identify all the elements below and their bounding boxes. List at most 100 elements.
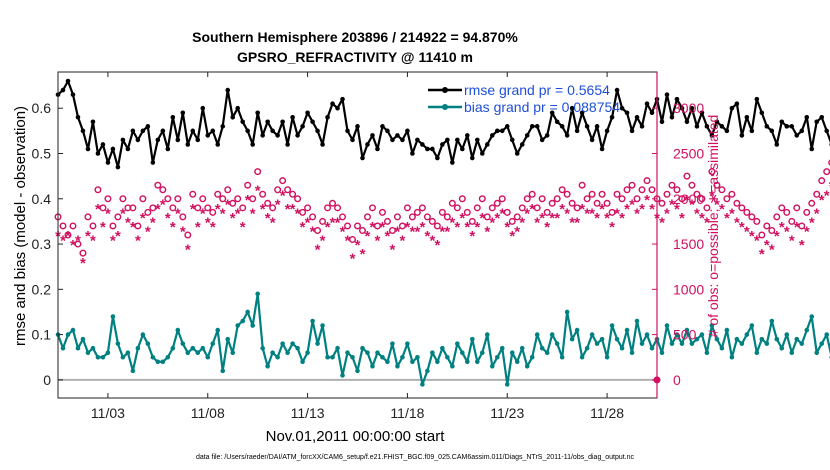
point-rmse [250,142,255,147]
point-possible [415,210,421,216]
point-bias [390,341,395,346]
point-bias [415,355,420,360]
point-bias [745,332,750,337]
point-possible [749,214,755,220]
point-bias [750,323,755,328]
point-bias [735,337,740,342]
point-bias [61,346,66,351]
point-rmse [166,147,171,152]
point-rmse [460,147,465,152]
point-possible [539,196,545,202]
point-rmse [485,142,490,147]
point-bias [255,292,260,297]
point-bias [540,346,545,351]
point-bias [195,350,200,355]
point-bias [116,341,121,346]
y-tick-label-left: 0.4 [32,191,52,207]
point-rmse [480,151,485,156]
point-possible [430,219,436,225]
point-assimilated: * [210,219,216,236]
point-bias [136,346,141,351]
point-bias [146,341,151,346]
point-rmse [535,124,540,129]
point-possible [529,191,535,197]
point-possible [649,187,655,193]
point-bias [470,337,475,342]
point-assimilated: * [180,223,186,240]
point-bias [510,350,515,355]
point-bias [200,346,205,351]
point-possible [185,232,191,238]
point-rmse [205,133,210,138]
point-rmse [465,133,470,138]
point-rmse [185,142,190,147]
point-assimilated: * [310,223,316,240]
point-possible [564,191,570,197]
point-possible [569,201,575,207]
point-possible [739,205,745,211]
y-tick-label-right: 500 [673,327,697,343]
point-bias [480,350,485,355]
point-bias [315,341,320,346]
point-possible [425,214,431,220]
point-rmse [515,151,520,156]
point-bias [630,350,635,355]
point-possible [824,169,830,175]
point-possible [370,205,376,211]
point-rmse [161,129,166,134]
point-possible [285,187,291,193]
point-bias [176,328,181,333]
point-possible [599,191,605,197]
point-rmse [285,142,290,147]
point-bias [650,346,655,351]
point-rmse [645,101,650,106]
point-rmse [804,115,809,120]
point-bias [610,323,615,328]
point-possible [584,196,590,202]
point-bias [365,350,370,355]
point-bias [310,319,315,324]
point-bias [215,328,220,333]
point-bias [765,341,770,346]
point-rmse [819,115,824,120]
legend-marker-bias [442,104,448,110]
point-bias [640,341,645,346]
point-rmse [340,97,345,102]
point-assimilated: * [240,219,246,236]
point-bias [455,341,460,346]
point-rmse [156,138,161,143]
point-bias [370,364,375,369]
point-rmse [96,151,101,156]
point-possible [420,205,426,211]
point-possible [624,187,630,193]
point-rmse [425,147,430,152]
point-possible [729,191,735,197]
point-rmse [500,129,505,134]
point-possible [559,187,565,193]
point-bias [400,355,405,360]
point-rmse [595,124,600,129]
point-rmse [86,147,91,152]
point-possible [614,191,620,197]
point-rmse [395,133,400,138]
point-possible [160,187,166,193]
point-bias [555,341,560,346]
point-rmse [824,129,829,134]
point-possible [779,205,785,211]
point-rmse [779,120,784,125]
point-bias [350,355,355,360]
point-bias [380,355,385,360]
point-rmse [335,106,340,111]
point-bias [730,355,735,360]
point-rmse [745,115,750,120]
point-rmse [151,160,156,165]
point-rmse [345,129,350,134]
point-bias [615,337,620,342]
point-bias [161,359,166,364]
point-assimilated: * [190,201,196,218]
point-bias [530,355,535,360]
point-bias [770,319,775,324]
point-possible [90,223,96,229]
point-bias [605,355,610,360]
point-assimilated: * [270,214,276,231]
